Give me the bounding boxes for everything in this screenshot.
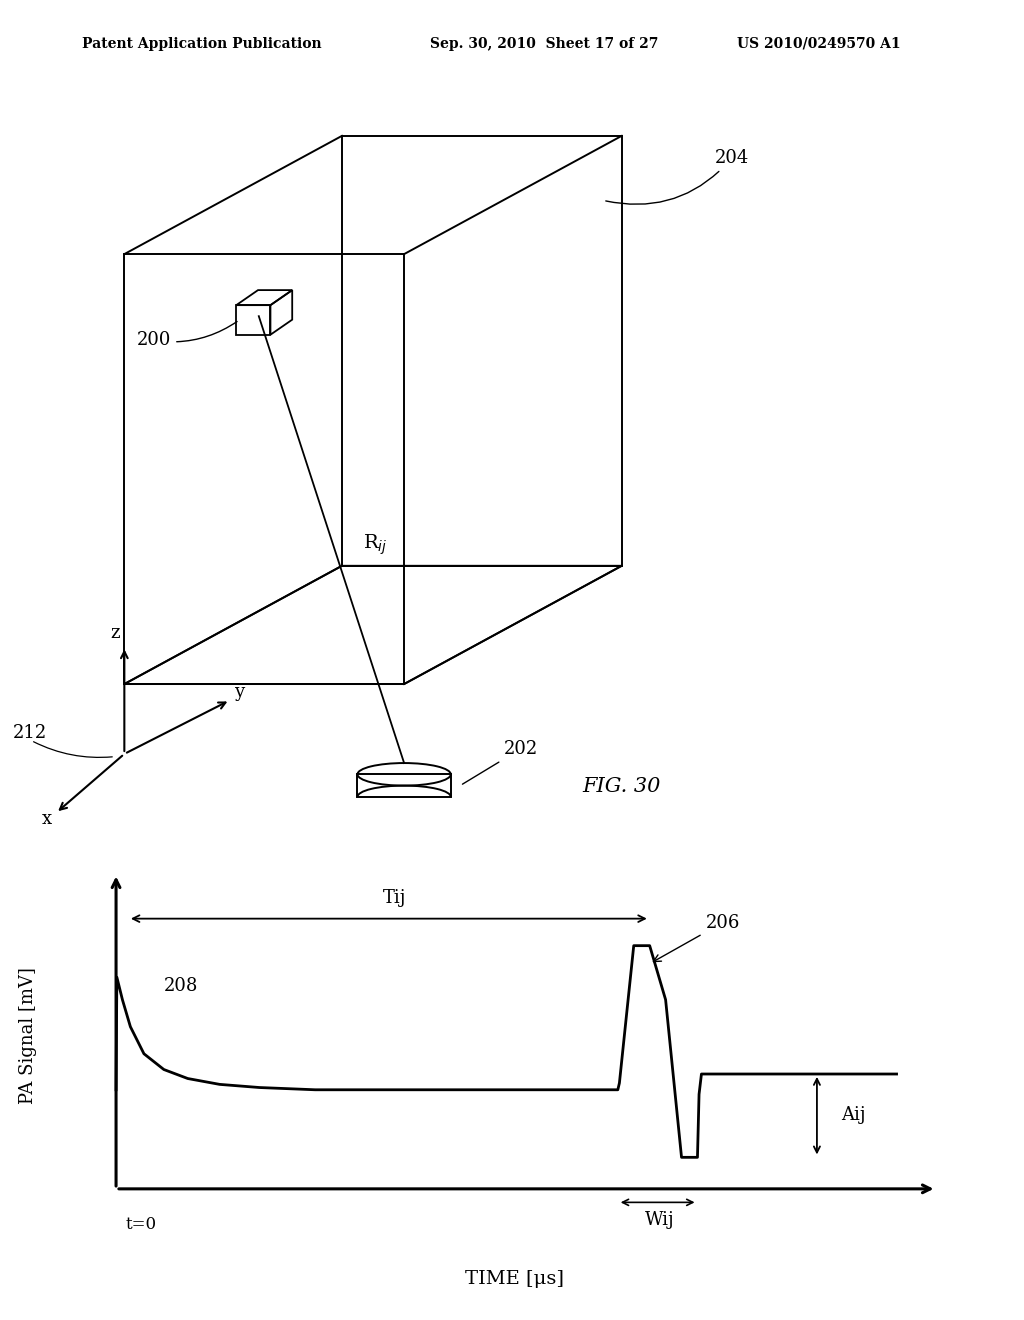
Text: 212: 212 bbox=[12, 723, 47, 742]
Text: R$_{ij}$: R$_{ij}$ bbox=[362, 533, 387, 557]
Text: Patent Application Publication: Patent Application Publication bbox=[82, 37, 322, 51]
Text: y: y bbox=[234, 684, 245, 701]
Text: 208: 208 bbox=[164, 977, 199, 995]
Text: 206: 206 bbox=[653, 913, 739, 961]
Text: Wij: Wij bbox=[644, 1210, 674, 1229]
Text: Aij: Aij bbox=[841, 1106, 865, 1123]
Text: t=0: t=0 bbox=[126, 1216, 157, 1233]
Text: US 2010/0249570 A1: US 2010/0249570 A1 bbox=[737, 37, 901, 51]
Text: 202: 202 bbox=[463, 741, 538, 784]
Text: FIG. 30: FIG. 30 bbox=[583, 776, 660, 796]
Text: Sep. 30, 2010  Sheet 17 of 27: Sep. 30, 2010 Sheet 17 of 27 bbox=[430, 37, 658, 51]
Text: Tij: Tij bbox=[383, 888, 407, 907]
Text: z: z bbox=[111, 624, 120, 643]
Text: 200: 200 bbox=[137, 322, 238, 350]
Text: PA Signal [mV]: PA Signal [mV] bbox=[19, 968, 38, 1104]
Text: TIME [μs]: TIME [μs] bbox=[465, 1270, 564, 1288]
Text: 204: 204 bbox=[606, 149, 750, 205]
Text: x: x bbox=[42, 809, 51, 828]
